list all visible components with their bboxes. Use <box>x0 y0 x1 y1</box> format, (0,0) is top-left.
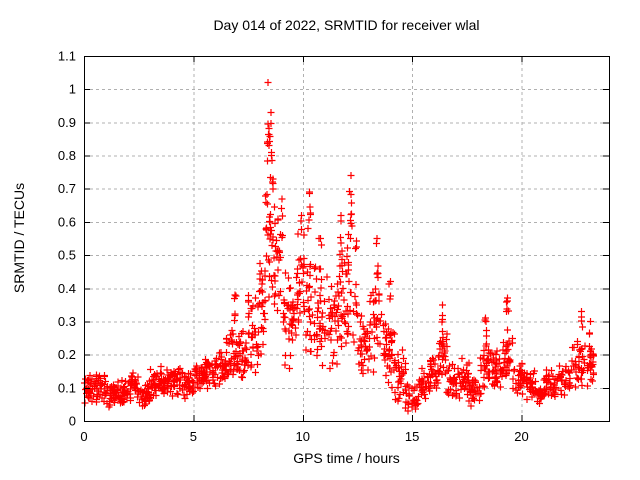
y-tick-labels: 0 0.1 0.2 0.3 0.4 0.5 0.6 0.7 0.8 0.9 1 1.1 <box>58 49 76 429</box>
svg-text:1.1: 1.1 <box>58 49 76 64</box>
svg-text:15: 15 <box>405 429 419 444</box>
x-axis-label: GPS time / hours <box>293 450 400 466</box>
svg-text:0.9: 0.9 <box>58 115 76 130</box>
svg-text:0.7: 0.7 <box>58 181 76 196</box>
svg-text:1: 1 <box>69 82 76 97</box>
axis-ticks <box>84 56 609 422</box>
plot-border <box>84 56 610 422</box>
svg-text:0: 0 <box>69 414 76 429</box>
svg-text:10: 10 <box>296 429 310 444</box>
svg-text:20: 20 <box>514 429 528 444</box>
chart-title: Day 014 of 2022, SRMTID for receiver wla… <box>213 17 480 33</box>
data-points <box>81 79 597 415</box>
gridlines <box>84 56 609 421</box>
svg-text:0.5: 0.5 <box>58 248 76 263</box>
x-tick-labels: 0 5 10 15 20 <box>80 429 528 444</box>
svg-text:5: 5 <box>190 429 197 444</box>
svg-text:0.3: 0.3 <box>58 314 76 329</box>
svg-text:0: 0 <box>80 429 87 444</box>
svg-text:0.2: 0.2 <box>58 347 76 362</box>
svg-text:0.8: 0.8 <box>58 148 76 163</box>
svg-text:0.4: 0.4 <box>58 281 76 296</box>
svg-text:0.1: 0.1 <box>58 380 76 395</box>
svg-text:0.6: 0.6 <box>58 214 76 229</box>
